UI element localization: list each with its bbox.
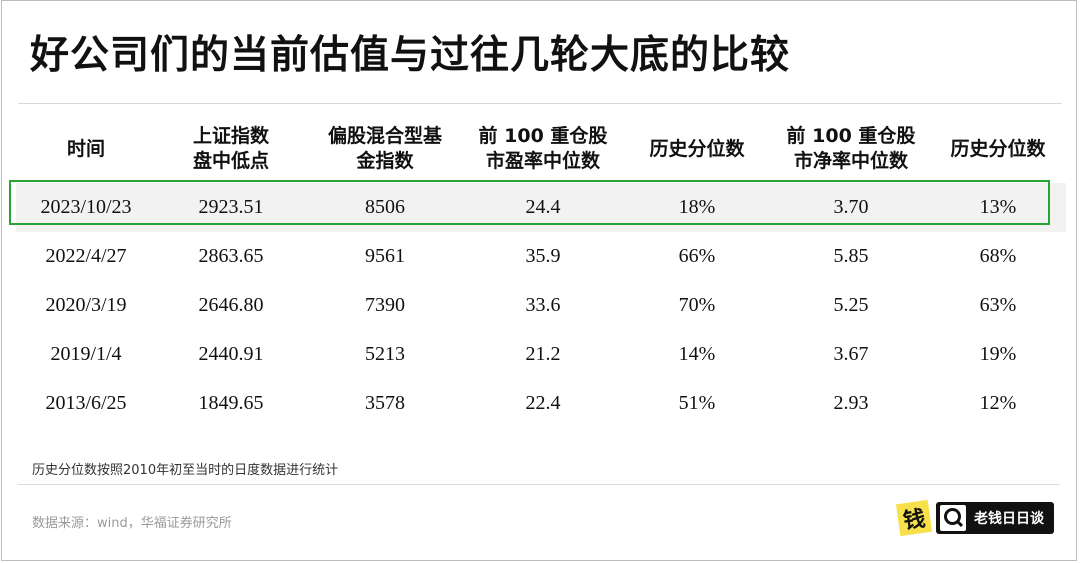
cell-fund-index: 3578 bbox=[365, 392, 405, 414]
cell-pe-percentile: 51% bbox=[678, 392, 716, 414]
footer-divider bbox=[18, 484, 1060, 485]
table-row: 2020/3/19 2646.80 7390 33.6 70% 5.25 63% bbox=[16, 281, 1066, 330]
title-divider bbox=[18, 103, 1062, 104]
cell-pb-percentile: 68% bbox=[979, 245, 1017, 267]
cell-pb-percentile: 12% bbox=[979, 392, 1017, 414]
cell-fund-index: 7390 bbox=[365, 294, 405, 316]
header-pe-percentile: 历史分位数 bbox=[649, 137, 745, 160]
cell-pe-median: 33.6 bbox=[525, 294, 561, 316]
cell-sse-low: 2646.80 bbox=[198, 294, 264, 316]
cell-pb-percentile: 13% bbox=[930, 183, 1066, 232]
cell-sse-low: 2923.51 bbox=[156, 183, 306, 232]
cell-date: 2020/3/19 bbox=[45, 294, 127, 316]
header-fund-index: 偏股混合型基 金指数 bbox=[327, 125, 442, 172]
table-row: 2019/1/4 2440.91 5213 21.2 14% 3.67 19% bbox=[16, 330, 1066, 379]
cell-pb-percentile: 63% bbox=[979, 294, 1017, 316]
table-row: 2022/4/27 2863.65 9561 35.9 66% 5.85 68% bbox=[16, 232, 1066, 281]
cell-date: 2022/4/27 bbox=[45, 245, 127, 267]
cell-pb-median: 5.25 bbox=[833, 294, 869, 316]
cell-pe-percentile: 70% bbox=[678, 294, 716, 316]
cell-sse-low: 2440.91 bbox=[198, 343, 264, 365]
cell-date: 2019/1/4 bbox=[50, 343, 122, 365]
header-date: 时间 bbox=[66, 137, 105, 160]
cell-pe-percentile: 66% bbox=[678, 245, 716, 267]
search-icon bbox=[940, 505, 966, 531]
header-sse-low: 上证指数 盘中低点 bbox=[192, 125, 269, 172]
cell-date: 2023/10/23 bbox=[16, 183, 156, 232]
cell-sse-low: 1849.65 bbox=[198, 392, 264, 414]
cell-pb-percentile: 19% bbox=[979, 343, 1017, 365]
page-title: 好公司们的当前估值与过往几轮大底的比较 bbox=[30, 33, 791, 78]
brand-name: 老钱日日谈 bbox=[974, 511, 1044, 527]
cell-pe-median: 21.2 bbox=[525, 343, 561, 365]
cell-fund-index: 5213 bbox=[365, 343, 405, 365]
cell-pb-median: 2.93 bbox=[833, 392, 869, 414]
cell-pe-percentile: 18% bbox=[622, 183, 772, 232]
cell-fund-index: 9561 bbox=[365, 245, 405, 267]
brand-logo-icon: 钱 bbox=[895, 499, 933, 537]
cell-pe-percentile: 14% bbox=[678, 343, 716, 365]
brand-search-pill: 老钱日日谈 bbox=[936, 502, 1054, 534]
table-header-row: 时间 上证指数 盘中低点 偏股混合型基 金指数 前 100 重仓股 市盈率中位数… bbox=[16, 118, 1066, 180]
data-source: 数据来源：wind，华福证券研究所 bbox=[32, 516, 232, 531]
cell-pe-median: 35.9 bbox=[525, 245, 561, 267]
cell-sse-low: 2863.65 bbox=[198, 245, 264, 267]
cell-pe-median: 24.4 bbox=[464, 183, 622, 232]
brand-badge: 钱 老钱日日谈 bbox=[895, 499, 1054, 537]
cell-fund-index: 8506 bbox=[306, 183, 464, 232]
cell-pb-median: 3.70 bbox=[772, 183, 930, 232]
cell-date: 2013/6/25 bbox=[45, 392, 127, 414]
table-row: 2023/10/23 2923.51 8506 24.4 18% 3.70 13… bbox=[16, 183, 1066, 232]
cell-pe-median: 22.4 bbox=[525, 392, 561, 414]
valuation-table: 时间 上证指数 盘中低点 偏股混合型基 金指数 前 100 重仓股 市盈率中位数… bbox=[16, 118, 1066, 428]
header-pb-median: 前 100 重仓股 市净率中位数 bbox=[786, 125, 916, 172]
table-row: 2013/6/25 1849.65 3578 22.4 51% 2.93 12% bbox=[16, 379, 1066, 428]
cell-pb-median: 3.67 bbox=[833, 343, 869, 365]
cell-pb-median: 5.85 bbox=[833, 245, 869, 267]
header-pe-median: 前 100 重仓股 市盈率中位数 bbox=[478, 125, 608, 172]
header-pb-percentile: 历史分位数 bbox=[950, 137, 1046, 160]
footnote: 历史分位数按照2010年初至当时的日度数据进行统计 bbox=[32, 463, 339, 478]
